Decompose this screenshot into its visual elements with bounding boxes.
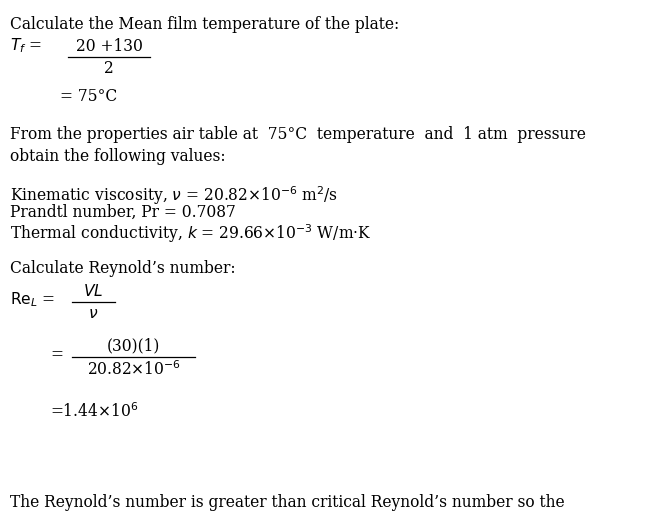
Text: $\mathrm{Re}_L$ =: $\mathrm{Re}_L$ = bbox=[10, 291, 55, 309]
Text: $\nu$: $\nu$ bbox=[89, 305, 98, 322]
Text: =1.44$\times$10$^{6}$: =1.44$\times$10$^{6}$ bbox=[50, 402, 138, 421]
Text: Calculate Reynold’s number:: Calculate Reynold’s number: bbox=[10, 260, 236, 277]
Text: 20.82$\times$10$^{-6}$: 20.82$\times$10$^{-6}$ bbox=[87, 360, 181, 379]
Text: Thermal conductivity, $k$ = 29.66$\times$10$^{-3}$ W/m$\cdot$K: Thermal conductivity, $k$ = 29.66$\times… bbox=[10, 222, 371, 245]
Text: 2: 2 bbox=[104, 60, 114, 77]
Text: (30)(1): (30)(1) bbox=[107, 337, 160, 354]
Text: $T_f$ =: $T_f$ = bbox=[10, 37, 42, 55]
Text: = 75°C: = 75°C bbox=[60, 88, 117, 105]
Text: obtain the following values:: obtain the following values: bbox=[10, 148, 226, 165]
Text: Kinematic viscosity, $\nu$ = 20.82$\times$10$^{-6}$ m$^{2}$/s: Kinematic viscosity, $\nu$ = 20.82$\time… bbox=[10, 184, 338, 207]
Text: From the properties air table at  75°C  temperature  and  1 atm  pressure: From the properties air table at 75°C te… bbox=[10, 126, 586, 143]
Text: =: = bbox=[50, 347, 63, 363]
Text: Calculate the Mean film temperature of the plate:: Calculate the Mean film temperature of t… bbox=[10, 16, 399, 33]
Text: 20 +130: 20 +130 bbox=[76, 38, 142, 55]
Text: Prandtl number, Pr = 0.7087: Prandtl number, Pr = 0.7087 bbox=[10, 204, 236, 221]
Text: The Reynold’s number is greater than critical Reynold’s number so the: The Reynold’s number is greater than cri… bbox=[10, 494, 565, 511]
Text: $VL$: $VL$ bbox=[83, 283, 104, 300]
